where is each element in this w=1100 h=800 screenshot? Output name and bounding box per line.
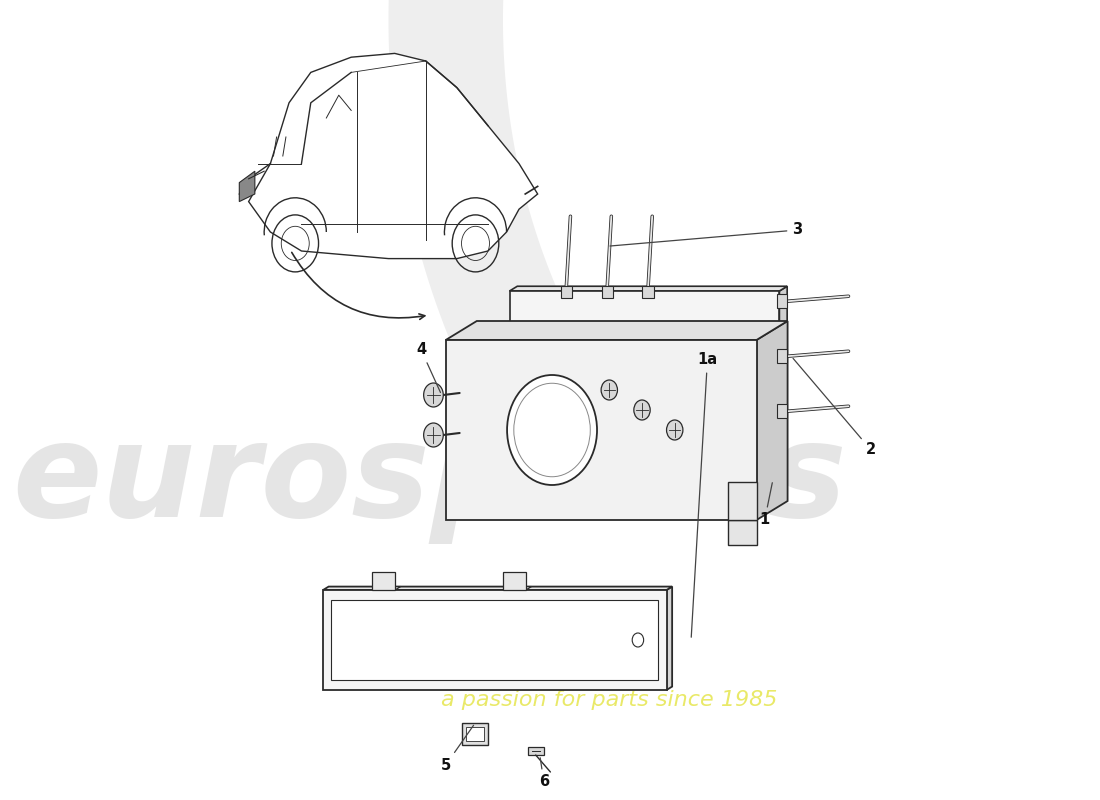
Polygon shape: [509, 291, 780, 451]
Polygon shape: [642, 286, 653, 298]
Text: 2: 2: [793, 358, 876, 458]
Text: 4: 4: [416, 342, 440, 393]
Circle shape: [634, 400, 650, 420]
Circle shape: [424, 383, 443, 407]
Polygon shape: [388, 0, 803, 406]
Polygon shape: [778, 404, 788, 418]
Polygon shape: [757, 321, 788, 520]
Polygon shape: [728, 482, 757, 520]
Text: 5: 5: [441, 726, 474, 773]
Polygon shape: [503, 572, 526, 590]
Polygon shape: [778, 294, 788, 308]
Circle shape: [507, 375, 597, 485]
Polygon shape: [323, 590, 667, 690]
Polygon shape: [446, 321, 788, 340]
Text: 6: 6: [539, 758, 549, 790]
Polygon shape: [602, 286, 613, 298]
Text: a passion for parts since 1985: a passion for parts since 1985: [441, 690, 778, 710]
Text: eurospares: eurospares: [12, 417, 847, 543]
Circle shape: [667, 420, 683, 440]
Text: 1: 1: [760, 482, 772, 527]
Polygon shape: [561, 286, 572, 298]
Polygon shape: [372, 572, 395, 590]
Polygon shape: [503, 586, 531, 590]
Polygon shape: [372, 586, 400, 590]
Polygon shape: [240, 171, 255, 202]
Polygon shape: [446, 340, 757, 520]
Polygon shape: [780, 286, 788, 451]
Polygon shape: [509, 286, 788, 291]
Polygon shape: [331, 600, 659, 680]
Polygon shape: [667, 586, 672, 690]
Polygon shape: [778, 350, 788, 363]
Polygon shape: [728, 520, 757, 545]
Text: 3: 3: [610, 222, 803, 246]
Polygon shape: [462, 723, 488, 745]
Polygon shape: [466, 727, 484, 741]
Circle shape: [424, 423, 443, 447]
Circle shape: [601, 380, 617, 400]
Polygon shape: [528, 747, 543, 755]
Text: 1a: 1a: [691, 353, 717, 638]
Polygon shape: [249, 54, 538, 258]
Polygon shape: [323, 586, 672, 590]
